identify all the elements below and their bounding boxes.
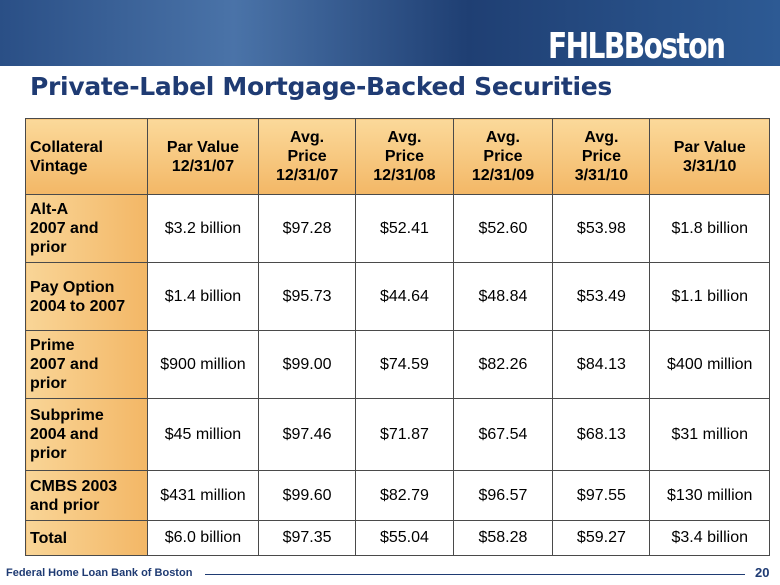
table-cell: $84.13 <box>552 330 651 399</box>
row-header: Pay Option 2004 to 2007 <box>25 262 148 331</box>
table-cell: $71.87 <box>355 398 454 471</box>
table-row: Pay Option 2004 to 2007 $1.4 billion $95.7… <box>25 262 770 331</box>
table-cell: $58.28 <box>452 520 554 556</box>
table-row: Total $6.0 billion $97.35 $55.04 $58.28 $59.2… <box>25 520 770 556</box>
table-cell: $1.4 billion <box>147 262 259 331</box>
row-header: Prime 2007 and prior <box>25 330 148 399</box>
table-cell: $1.1 billion <box>649 262 770 331</box>
table-cell: $53.98 <box>552 194 651 263</box>
table-cell: $55.04 <box>355 520 454 556</box>
column-header: Par Value 3/31/10 <box>649 118 770 195</box>
table-cell: $130 million <box>649 470 770 521</box>
header-row: Collateral Vintage Par Value 12/31/07 Avg.… <box>25 118 770 195</box>
table-cell: $68.13 <box>552 398 651 471</box>
column-header: Avg. Price 12/31/09 <box>452 118 554 195</box>
table-cell: $97.55 <box>552 470 651 521</box>
table-cell: $52.60 <box>452 194 554 263</box>
table-row: CMBS 2003 and prior $431 million $99.60 $82… <box>25 470 770 521</box>
table-cell: $99.60 <box>257 470 357 521</box>
table-cell: $97.35 <box>257 520 357 556</box>
table-cell: $95.73 <box>257 262 357 331</box>
table-cell: $82.79 <box>355 470 454 521</box>
table-cell: $48.84 <box>452 262 554 331</box>
row-header: Subprime 2004 and prior <box>25 398 148 471</box>
table-cell: $97.28 <box>257 194 357 263</box>
table-cell: $1.8 billion <box>649 194 770 263</box>
footer-organization: Federal Home Loan Bank of Boston <box>6 567 193 579</box>
table-cell: $99.00 <box>257 330 357 399</box>
table-cell: $74.59 <box>355 330 454 399</box>
banner: FHLBBoston <box>0 0 780 67</box>
table-cell: $67.54 <box>452 398 554 471</box>
column-header: Avg. Price 12/31/07 <box>257 118 357 195</box>
column-header: Collateral Vintage <box>25 118 148 195</box>
table-cell: $431 million <box>147 470 259 521</box>
table-cell: $900 million <box>147 330 259 399</box>
table-cell: $3.4 billion <box>649 520 770 556</box>
table-row: Prime 2007 and prior $900 million $99.00 $7… <box>25 330 770 399</box>
title: Private-Label Mortgage-Backed Securities <box>30 72 613 101</box>
table: Collateral Vintage Par Value 12/31/07 Avg.… <box>25 118 770 556</box>
row-header: Alt-A 2007 and prior <box>25 194 148 263</box>
table-cell: $52.41 <box>355 194 454 263</box>
table-cell: $400 million <box>649 330 770 399</box>
table-row: Subprime 2004 and prior $45 million $97.46… <box>25 398 770 471</box>
table-cell: $53.49 <box>552 262 651 331</box>
column-header: Par Value 12/31/07 <box>147 118 259 195</box>
column-header: Avg. Price 3/31/10 <box>552 118 651 195</box>
table-cell: $82.26 <box>452 330 554 399</box>
row-header: Total <box>25 520 148 556</box>
table-row: Alt-A 2007 and prior $3.2 billion $97.28 $5… <box>25 194 770 263</box>
footer-rule <box>205 574 745 575</box>
table-cell: $45 million <box>147 398 259 471</box>
table-cell: $97.46 <box>257 398 357 471</box>
column-header: Avg. Price 12/31/08 <box>355 118 454 195</box>
table-cell: $6.0 billion <box>147 520 259 556</box>
table-cell: $96.57 <box>452 470 554 521</box>
page-number: 20 <box>755 565 770 580</box>
table-cell: $44.64 <box>355 262 454 331</box>
table-cell: $3.2 billion <box>147 194 259 263</box>
logo: FHLBBoston <box>548 26 726 67</box>
table-cell: $59.27 <box>552 520 651 556</box>
table-cell: $31 million <box>649 398 770 471</box>
row-header: CMBS 2003 and prior <box>25 470 148 521</box>
